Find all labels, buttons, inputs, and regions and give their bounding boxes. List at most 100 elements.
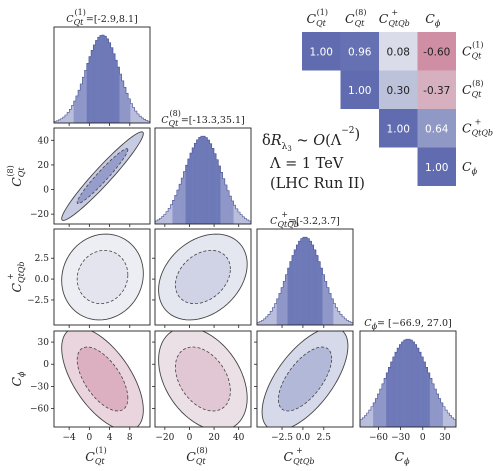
histogram-bar bbox=[231, 200, 234, 224]
histogram-bar bbox=[397, 348, 400, 427]
histogram-bar bbox=[447, 413, 450, 427]
histogram-bar bbox=[56, 120, 59, 123]
annotation-part: ~ bbox=[292, 133, 313, 149]
x-tick-label: 2.5 bbox=[317, 433, 332, 443]
y-tick-label: 0 bbox=[43, 360, 49, 370]
histogram-bar bbox=[421, 356, 424, 427]
histogram-bar bbox=[136, 113, 140, 123]
histogram-bar bbox=[272, 307, 275, 325]
histogram-bar bbox=[73, 101, 77, 123]
histogram-bar bbox=[220, 172, 223, 224]
histogram-bar bbox=[386, 372, 389, 427]
histogram-bar bbox=[360, 419, 363, 427]
histogram-bar bbox=[192, 147, 195, 224]
histogram-bar bbox=[432, 383, 435, 427]
contour-group bbox=[158, 331, 248, 427]
histogram-bar bbox=[370, 406, 374, 427]
histogram-bar bbox=[278, 293, 282, 325]
histogram-bar bbox=[141, 117, 144, 123]
panel-CQtQb-vs-CQt8 bbox=[152, 228, 252, 328]
histogram-bar bbox=[276, 298, 280, 325]
histogram-bar bbox=[143, 119, 146, 123]
panel-CQt8-vs-CQt1: −20 0 20 40 bbox=[30, 127, 151, 227]
matrix-cell-fill bbox=[417, 109, 456, 148]
histogram-bar bbox=[436, 393, 439, 427]
histogram-bar bbox=[298, 241, 301, 325]
histogram-bar bbox=[434, 388, 437, 427]
histogram-bar bbox=[203, 136, 206, 224]
histogram-bar bbox=[170, 204, 173, 224]
histogram-bar bbox=[132, 107, 136, 123]
matrix-cell-fill bbox=[417, 32, 456, 71]
matrix-cell-CQt1-CQt1: 1.00 bbox=[302, 32, 341, 71]
x-axis-label-CQt1: CQt(1) bbox=[85, 446, 107, 466]
y-tick-label: −2.5 bbox=[27, 296, 49, 306]
matrix-cell-fill bbox=[379, 70, 418, 109]
histogram-bar bbox=[163, 214, 167, 224]
histogram-bar bbox=[291, 255, 295, 325]
histogram-bar bbox=[265, 316, 269, 325]
panel-frame bbox=[154, 228, 252, 326]
histogram-bar bbox=[375, 398, 378, 427]
contour-68 bbox=[174, 249, 231, 305]
histogram-bar bbox=[181, 177, 184, 224]
histogram-bar bbox=[350, 322, 354, 325]
y-tick-label: 2.5 bbox=[35, 254, 50, 264]
annotation-line-3: (LHC Run II) bbox=[270, 176, 365, 192]
histogram-bar bbox=[267, 314, 271, 325]
panel-Cphi-vs-Cphi: Cϕ= [−66.9, 27.0] −60 −30 0 30 bbox=[359, 318, 457, 443]
histogram-outline bbox=[154, 135, 251, 224]
histogram-bar bbox=[451, 417, 455, 427]
histogram-bar bbox=[88, 56, 92, 124]
histogram-bar bbox=[123, 87, 127, 123]
histogram-bar bbox=[281, 287, 284, 325]
histogram-bar bbox=[102, 35, 105, 124]
x-tick-label: 40 bbox=[233, 433, 245, 443]
panel-frame bbox=[154, 127, 252, 225]
y-axis-label-Cphi: Cϕ bbox=[9, 371, 26, 387]
contour-68 bbox=[76, 249, 129, 305]
histogram-bar bbox=[442, 406, 446, 427]
histogram-bar bbox=[117, 67, 120, 123]
marginal-title-Cphi: Cϕ= [−66.9, 27.0] bbox=[364, 318, 451, 331]
matrix-cell-value: 0.08 bbox=[387, 46, 410, 58]
panel-frame bbox=[256, 228, 354, 326]
matrix-col-label-CQtQb: CQtQb+ bbox=[379, 8, 410, 28]
annotation-part: δ bbox=[262, 133, 271, 149]
histogram-bar bbox=[287, 268, 291, 325]
contour-group bbox=[158, 233, 248, 321]
histogram-bar bbox=[134, 111, 138, 123]
histogram-bar bbox=[155, 220, 158, 224]
histogram-bar bbox=[368, 410, 372, 427]
histogram-bar bbox=[227, 190, 230, 224]
histogram-bar bbox=[99, 35, 103, 123]
histogram-bar bbox=[91, 50, 94, 123]
histogram-bar bbox=[348, 321, 352, 325]
histogram-bar bbox=[58, 119, 61, 123]
histogram-bar bbox=[183, 171, 186, 224]
histogram-bar bbox=[130, 103, 133, 123]
histogram-bar bbox=[115, 60, 118, 123]
histogram-bar bbox=[224, 184, 228, 224]
y-tick-label: 30 bbox=[38, 338, 50, 348]
histogram-bar bbox=[307, 238, 310, 325]
panel-CQt8-vs-CQt8: CQt(8)=[-13.3,35.1] bbox=[154, 109, 252, 227]
panel-frame bbox=[53, 26, 151, 124]
annotation-part: R bbox=[270, 133, 282, 149]
histogram-bar bbox=[425, 367, 428, 427]
annotation-line-1: δRλ3 ~ O(Λ−2) bbox=[262, 126, 360, 153]
histogram-bar bbox=[408, 339, 411, 427]
histogram-bar bbox=[405, 339, 409, 427]
histogram-bar bbox=[296, 244, 299, 325]
matrix-cell-fill bbox=[340, 32, 379, 71]
histogram-bar bbox=[274, 303, 277, 325]
histogram-bar bbox=[412, 341, 415, 427]
histogram-bar bbox=[104, 36, 107, 124]
histogram-bar bbox=[84, 70, 88, 123]
marginal-title-CQt8: CQt(8)=[-13.3,35.1] bbox=[161, 109, 245, 128]
histogram-bar bbox=[207, 140, 210, 224]
histogram-bar bbox=[194, 143, 197, 224]
histogram-bar bbox=[410, 340, 413, 427]
panel-Cphi-vs-CQtQb: −2.5 0.0 2.5 bbox=[254, 330, 354, 443]
histogram-bar bbox=[418, 352, 422, 427]
